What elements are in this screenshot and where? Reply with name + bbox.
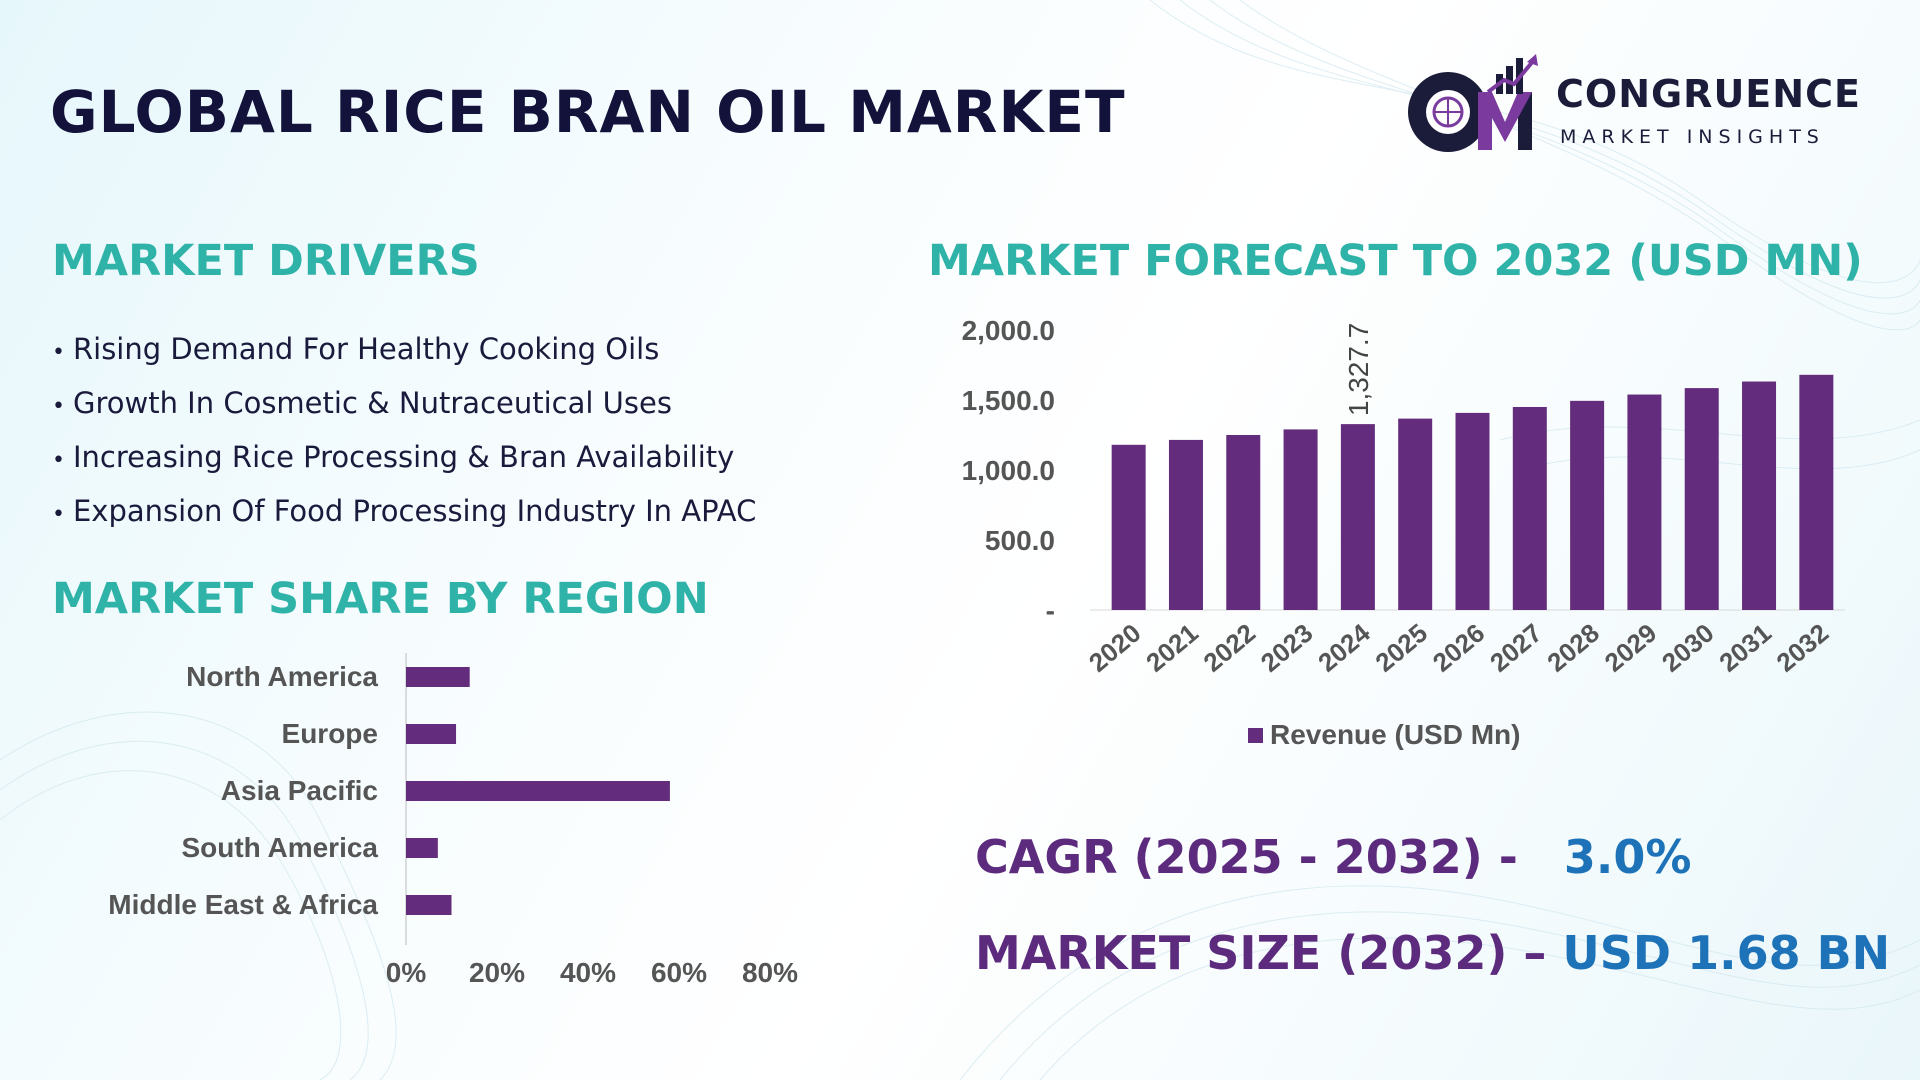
region-share-chart: North America Europe Asia Pacific South Ame… [108, 653, 798, 988]
forecast-year-label: 2024 [1312, 617, 1376, 678]
region-category-label: Europe [282, 718, 378, 749]
forecast-bar [1684, 388, 1719, 610]
forecast-year-label: 2026 [1427, 618, 1491, 678]
driver-text: Increasing Rice Processing & Bran Availa… [72, 440, 735, 474]
forecast-bar [1398, 418, 1433, 610]
forecast-year-label: 2029 [1599, 618, 1663, 678]
forecast-year-label: 2022 [1198, 618, 1262, 678]
forecast-bar [1340, 424, 1375, 610]
forecast-year-label: 2030 [1656, 618, 1720, 678]
forecast-year-label: 2025 [1369, 618, 1433, 678]
region-category-label: North America [186, 661, 378, 692]
driver-item: • Rising Demand For Healthy Cooking Oils [52, 332, 660, 366]
regions-heading: MARKET SHARE BY REGION [52, 574, 709, 624]
market-size-label: MARKET SIZE (2032) – [975, 926, 1547, 980]
forecast-tick-label: - [1046, 595, 1055, 626]
driver-item: • Growth In Cosmetic & Nutraceutical Uses [52, 386, 672, 420]
forecast-bar [1570, 400, 1605, 610]
forecast-bar [1742, 381, 1777, 610]
market-size-line: MARKET SIZE (2032) – USD 1.68 BN [975, 926, 1890, 980]
forecast-bar [1627, 394, 1662, 610]
legend-swatch [1248, 728, 1263, 743]
legend-label: Revenue (USD Mn) [1270, 719, 1520, 750]
forecast-bar [1283, 429, 1318, 610]
cagr-label: CAGR (2025 - 2032) - [975, 830, 1518, 884]
forecast-year-label: 2023 [1255, 618, 1319, 678]
region-tick-label: 0% [386, 957, 427, 988]
region-bar [406, 895, 452, 915]
forecast-year-label: 2020 [1083, 618, 1147, 678]
forecast-year-label: 2027 [1484, 618, 1548, 678]
region-tick-label: 40% [560, 957, 616, 988]
forecast-tick-label: 1,500.0 [962, 385, 1055, 416]
region-tick-label: 80% [742, 957, 798, 988]
forecast-tick-label: 2,000.0 [962, 315, 1055, 346]
cagr-value: 3.0% [1563, 830, 1692, 884]
forecast-bar [1455, 412, 1490, 610]
region-tick-label: 60% [651, 957, 707, 988]
market-size-value: USD 1.68 BN [1562, 926, 1891, 980]
forecast-bar [1168, 439, 1203, 610]
region-tick-label: 20% [469, 957, 525, 988]
forecast-year-label: 2031 [1713, 618, 1777, 678]
forecast-tick-label: 1,000.0 [962, 455, 1055, 486]
forecast-bar [1226, 435, 1261, 610]
driver-item: • Expansion Of Food Processing Industry I… [52, 494, 757, 528]
forecast-year-label: 2032 [1771, 618, 1835, 678]
region-bar [406, 667, 470, 687]
driver-text: Expansion Of Food Processing Industry In… [72, 494, 757, 528]
driver-text: Growth In Cosmetic & Nutraceutical Uses [72, 386, 672, 420]
cagr-line: CAGR (2025 - 2032) - 3.0% [975, 830, 1691, 884]
logo-tagline: MARKET INSIGHTS [1560, 126, 1825, 148]
forecast-bar [1111, 444, 1146, 610]
driver-text: Rising Demand For Healthy Cooking Oils [72, 332, 660, 366]
forecast-bar [1799, 374, 1834, 610]
forecast-year-label: 2021 [1140, 618, 1204, 678]
forecast-bar [1512, 407, 1547, 610]
drivers-heading: MARKET DRIVERS [52, 236, 480, 286]
region-bar [406, 724, 457, 744]
driver-item: • Increasing Rice Processing & Bran Avail… [52, 440, 735, 474]
logo-mark-icon [1408, 54, 1538, 152]
region-bar [406, 781, 670, 801]
forecast-data-label: 1,327.7 [1343, 323, 1374, 416]
region-bar [406, 838, 438, 858]
region-category-label: South America [181, 832, 378, 863]
brand-logo: CONGRUENCE MARKET INSIGHTS [1400, 52, 1870, 162]
forecast-chart: -500.01,000.01,500.02,000.02020202120222… [962, 315, 1845, 750]
logo-name: CONGRUENCE [1556, 72, 1861, 116]
region-category-label: Middle East & Africa [108, 889, 378, 920]
forecast-heading: MARKET FORECAST TO 2032 (USD MN) [928, 236, 1863, 286]
drivers-list: • Rising Demand For Healthy Cooking Oils … [52, 322, 756, 538]
page-title: GLOBAL RICE BRAN OIL MARKET [50, 78, 1126, 146]
region-category-label: Asia Pacific [221, 775, 378, 806]
forecast-tick-label: 500.0 [985, 525, 1055, 556]
forecast-year-label: 2028 [1541, 618, 1605, 678]
